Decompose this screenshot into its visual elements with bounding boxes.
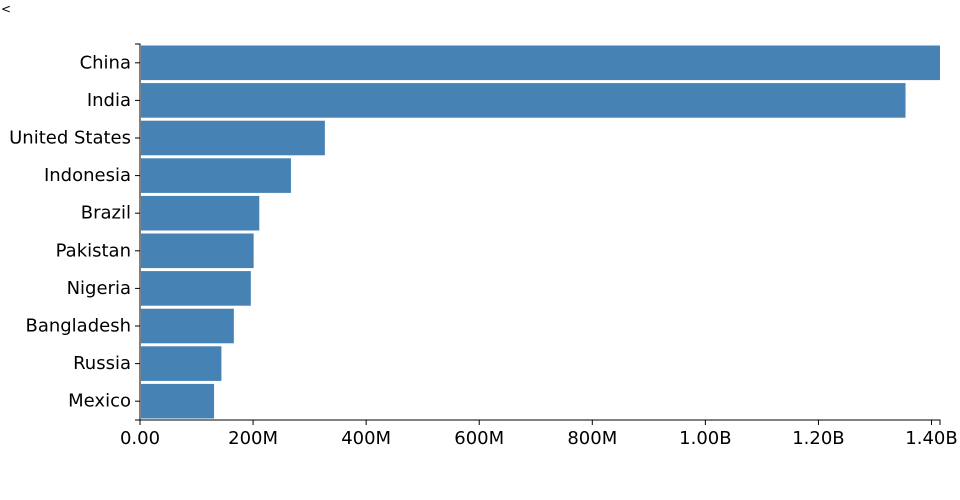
bars-group: [141, 45, 940, 419]
bar-pakistan: [141, 233, 254, 269]
x-tick-label: 600M: [454, 428, 504, 449]
bar-china: [141, 45, 940, 81]
x-tick-label: 400M: [341, 428, 391, 449]
category-label-russia: Russia: [73, 353, 131, 374]
category-label-pakistan: Pakistan: [56, 240, 131, 261]
bar-brazil: [141, 195, 260, 231]
x-tick-label: 0.00: [120, 428, 160, 449]
category-label-bangladesh: Bangladesh: [25, 316, 131, 337]
category-label-mexico: Mexico: [68, 391, 131, 412]
x-axis: 0.00 200M 400M 600M 800M 1.00B 1.20B 1.40B: [120, 419, 958, 449]
y-axis: China India United States Indonesia Brazil Pa…: [9, 43, 141, 421]
y-axis-line: [135, 43, 141, 421]
x-tick-label: 1.40B: [905, 428, 957, 449]
x-tick-label: 1.20B: [792, 428, 844, 449]
bar-india: [141, 83, 906, 118]
category-label-indonesia: Indonesia: [44, 165, 131, 186]
back-glyph[interactable]: <: [1, 2, 12, 16]
bar-mexico: [141, 383, 215, 419]
bar-indonesia: [141, 158, 291, 193]
category-label-brazil: Brazil: [81, 203, 131, 224]
x-tick-label: 1.00B: [679, 428, 731, 449]
category-label-nigeria: Nigeria: [67, 278, 131, 299]
bar-nigeria: [141, 271, 251, 306]
category-label-united-states: United States: [9, 128, 131, 149]
x-tick-label: 200M: [228, 428, 278, 449]
bar-united-states: [141, 120, 325, 156]
x-tick-label: 800M: [567, 428, 617, 449]
bar-bangladesh: [141, 308, 234, 344]
x-axis-line: [139, 419, 941, 425]
category-label-india: India: [87, 90, 131, 111]
bar-russia: [141, 346, 222, 381]
category-label-china: China: [80, 52, 131, 73]
